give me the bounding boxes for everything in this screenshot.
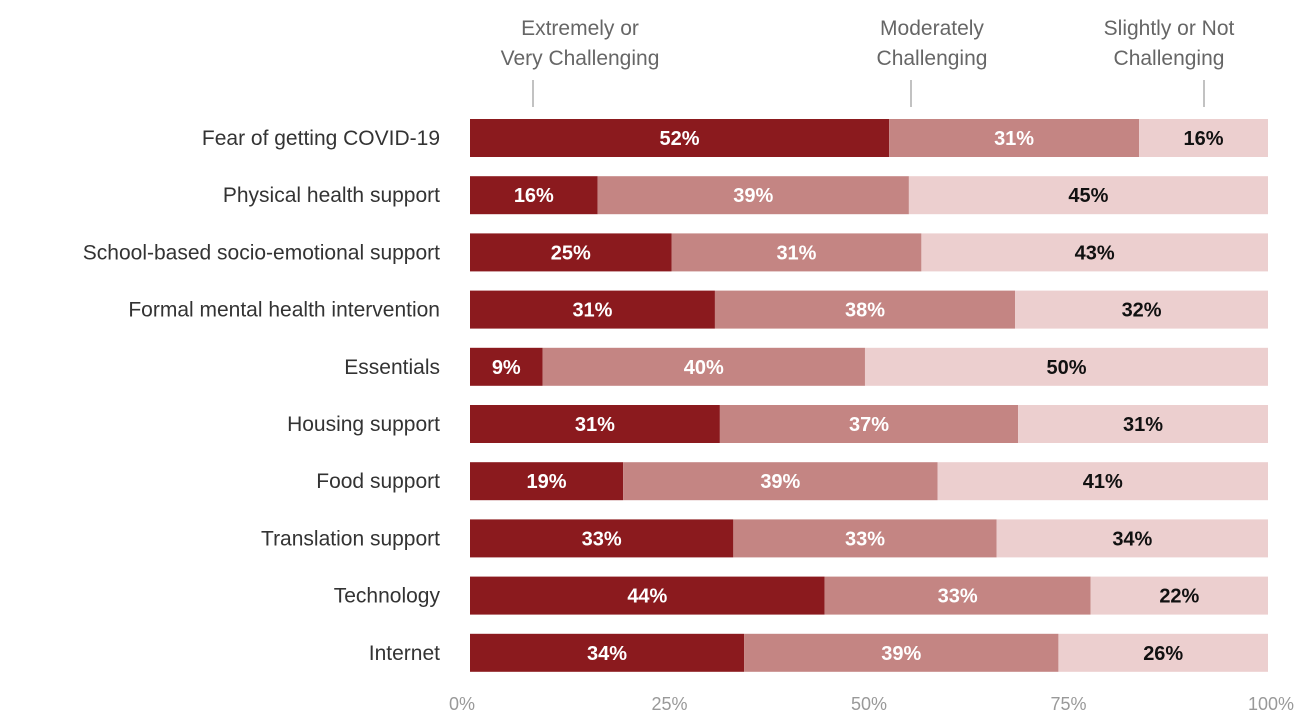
data-label: 41% (1083, 471, 1123, 493)
data-label: 33% (582, 528, 622, 550)
data-label: 43% (1075, 242, 1115, 264)
data-label: 31% (575, 414, 615, 436)
x-tick-label: 50% (851, 694, 887, 714)
legend-label: Slightly or Not (1104, 17, 1235, 40)
bar-segment-moderately-challenging (597, 176, 909, 215)
data-label: 31% (776, 242, 816, 264)
bar-segment-extremely-or-very-challenging (470, 633, 745, 672)
data-label: 33% (938, 586, 978, 608)
category-label: Formal mental health intervention (128, 299, 440, 322)
bar-segment-extremely-or-very-challenging (470, 347, 543, 386)
data-label: 52% (660, 128, 700, 150)
data-label: 31% (994, 128, 1034, 150)
legend-label: Challenging (877, 47, 988, 70)
bar-segment-extremely-or-very-challenging (470, 119, 890, 157)
data-label: 50% (1046, 357, 1086, 379)
data-label: 16% (514, 185, 554, 207)
bar-segment-moderately-challenging (719, 405, 1019, 443)
bar-segment-extremely-or-very-challenging (470, 462, 624, 501)
legend-item-extremely-or-very-challenging: Extremely or Very Challenging (501, 17, 660, 107)
data-label: 39% (881, 643, 921, 665)
data-label: 34% (1112, 528, 1152, 550)
x-tick-label: 75% (1050, 694, 1086, 714)
category-label: Internet (369, 642, 440, 665)
bar-row-school-based-socio-emotional-support: School-based socio-emotional support 25% 3… (83, 233, 1268, 272)
data-label: 34% (587, 643, 627, 665)
data-label: 19% (527, 471, 567, 493)
bar-row-housing-support: Housing support 31% 37% 31% (287, 405, 1268, 443)
x-tick-label: 100% (1248, 694, 1294, 714)
bar-segment-extremely-or-very-challenging (470, 176, 598, 215)
x-axis: 0% 25% 50% 75% 100% (449, 694, 1294, 714)
category-label: Fear of getting COVID-19 (202, 127, 440, 150)
bar-segment-slightly-or-not-challenging (1015, 290, 1268, 329)
data-label: 16% (1183, 128, 1223, 150)
legend-label: Extremely or (521, 17, 639, 40)
bar-segment-moderately-challenging (623, 462, 938, 501)
bar-segment-moderately-challenging (744, 633, 1059, 672)
bar-segment-moderately-challenging (824, 576, 1091, 615)
bar-row-formal-mental-health-intervention: Formal mental health intervention 31% 38% 3… (128, 290, 1268, 329)
bar-segment-moderately-challenging (714, 290, 1016, 329)
data-label: 26% (1143, 643, 1183, 665)
legend-item-slightly-or-not-challenging: Slightly or Not Challenging (1104, 17, 1235, 107)
data-label: 37% (849, 414, 889, 436)
bar-segment-slightly-or-not-challenging (1090, 576, 1268, 615)
x-tick-label: 0% (449, 694, 475, 714)
bar-segment-moderately-challenging (733, 519, 997, 558)
category-label: School-based socio-emotional support (83, 241, 440, 264)
bar-segment-slightly-or-not-challenging (921, 233, 1268, 272)
bar-segment-extremely-or-very-challenging (470, 405, 720, 443)
data-label: 38% (845, 300, 885, 322)
data-label: 31% (1123, 414, 1163, 436)
bar-segment-slightly-or-not-challenging (864, 347, 1268, 386)
data-label: 33% (845, 528, 885, 550)
bar-segment-moderately-challenging (542, 347, 865, 386)
legend-label: Challenging (1114, 47, 1225, 70)
bar-segment-slightly-or-not-challenging (908, 176, 1268, 215)
bar-row-physical-health-support: Physical health support 16% 39% 45% (223, 176, 1268, 215)
x-tick-label: 25% (651, 694, 687, 714)
data-label: 45% (1068, 185, 1108, 207)
category-label: Essentials (344, 356, 440, 379)
bar-segment-extremely-or-very-challenging (470, 290, 715, 329)
category-label: Physical health support (223, 184, 440, 207)
bar-segment-extremely-or-very-challenging (470, 519, 734, 558)
bar-row-fear-of-getting-covid-19: Fear of getting COVID-19 52% 31% 16% (202, 119, 1268, 157)
bar-row-food-support: Food support 19% 39% 41% (316, 462, 1268, 501)
legend-label: Moderately (880, 17, 984, 40)
bar-segment-moderately-challenging (671, 233, 922, 272)
data-label: 39% (733, 185, 773, 207)
bar-segment-slightly-or-not-challenging (996, 519, 1268, 558)
data-label: 25% (551, 242, 591, 264)
data-label: 40% (684, 357, 724, 379)
data-label: 32% (1122, 300, 1162, 322)
data-label: 39% (760, 471, 800, 493)
category-label: Housing support (287, 413, 440, 436)
data-label: 22% (1159, 586, 1199, 608)
category-label: Food support (316, 470, 440, 493)
bar-segment-moderately-challenging (889, 119, 1140, 157)
legend-item-moderately-challenging: Moderately Challenging (877, 17, 988, 107)
bar-row-translation-support: Translation support 33% 33% 34% (261, 519, 1268, 558)
bar-segment-slightly-or-not-challenging (1058, 633, 1268, 672)
category-label: Translation support (261, 527, 440, 550)
bar-row-internet: Internet 34% 39% 26% (369, 633, 1268, 672)
category-label: Technology (334, 585, 441, 608)
bar-row-technology: Technology 44% 33% 22% (334, 576, 1268, 615)
bar-segment-slightly-or-not-challenging (1018, 405, 1268, 443)
bar-segment-slightly-or-not-challenging (937, 462, 1268, 501)
data-label: 44% (627, 586, 667, 608)
bar-segment-extremely-or-very-challenging (470, 233, 672, 272)
bar-segment-extremely-or-very-challenging (470, 576, 825, 615)
data-label: 9% (492, 357, 521, 379)
bar-row-essentials: Essentials 9% 40% 50% (344, 347, 1268, 386)
data-label: 31% (572, 300, 612, 322)
legend-label: Very Challenging (501, 47, 660, 70)
bar-segment-slightly-or-not-challenging (1139, 119, 1268, 157)
